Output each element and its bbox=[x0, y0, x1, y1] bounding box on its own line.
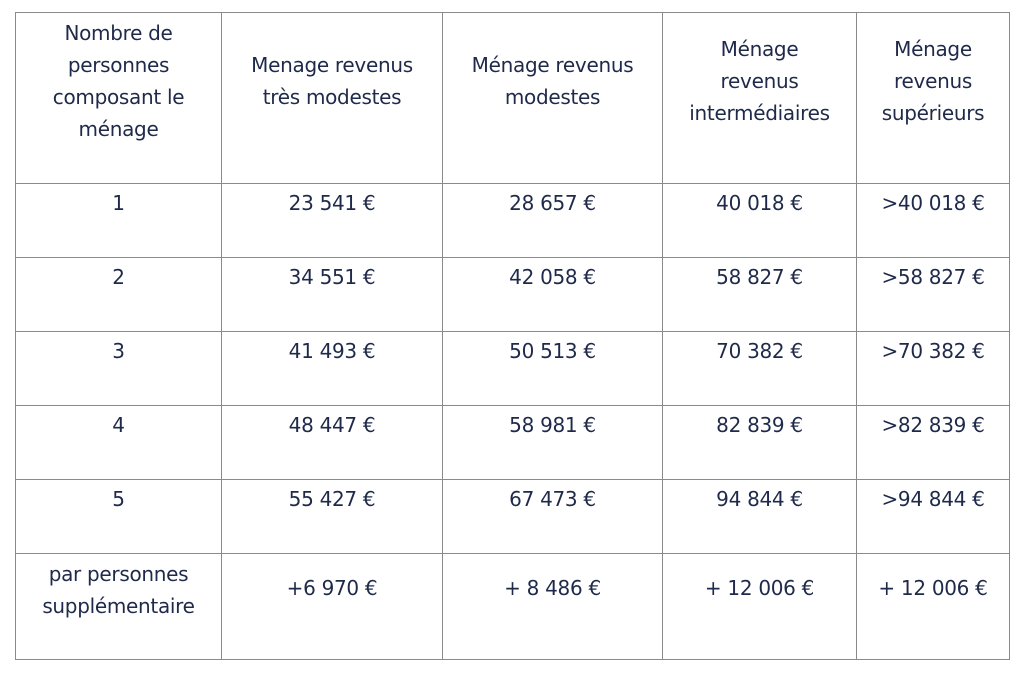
table-row: 1 23 541 € 28 657 € 40 018 € >40 018 € bbox=[15, 183, 1010, 258]
header-cell-modest: Ménage revenus modestes bbox=[442, 12, 663, 184]
cell-value: 42 058 € bbox=[509, 265, 596, 289]
income-ceilings-table: Nombre de personnes composant le ménage … bbox=[15, 12, 1010, 660]
header-cell-very-modest: Menage revenus très modestes bbox=[221, 12, 443, 184]
table-cell: 48 447 € bbox=[221, 405, 443, 480]
cell-value: + 12 006 € bbox=[878, 576, 988, 600]
table-cell: 94 844 € bbox=[662, 479, 857, 554]
table-row: 4 48 447 € 58 981 € 82 839 € >82 839 € bbox=[15, 405, 1010, 480]
header-cell-upper: Ménage revenus supérieurs bbox=[856, 12, 1010, 184]
table-cell: 55 427 € bbox=[221, 479, 443, 554]
table-cell: 34 551 € bbox=[221, 257, 443, 332]
cell-value: >58 827 € bbox=[881, 265, 985, 289]
additional-person-label-cell: par personnes supplémentaire bbox=[15, 553, 222, 660]
cell-value: 55 427 € bbox=[288, 487, 376, 511]
header-label: Ménage revenus intermédiaires bbox=[689, 37, 830, 125]
table-header-row: Nombre de personnes composant le ménage … bbox=[15, 12, 1010, 184]
table-cell: 23 541 € bbox=[221, 183, 443, 258]
cell-value: >70 382 € bbox=[881, 339, 985, 363]
cell-value: 50 513 € bbox=[509, 339, 596, 363]
table-cell: + 12 006 € bbox=[856, 553, 1010, 660]
cell-value: 34 551 € bbox=[288, 265, 376, 289]
table-cell: 40 018 € bbox=[662, 183, 857, 258]
cell-value: 40 018 € bbox=[716, 191, 803, 215]
household-size-cell: 5 bbox=[15, 479, 222, 554]
cell-value: 23 541 € bbox=[288, 191, 376, 215]
cell-value: par personnes supplémentaire bbox=[42, 562, 195, 618]
cell-value: + 8 486 € bbox=[504, 576, 601, 600]
cell-value: 58 981 € bbox=[509, 413, 596, 437]
cell-value: >40 018 € bbox=[881, 191, 985, 215]
household-size-cell: 4 bbox=[15, 405, 222, 480]
table-cell: +6 970 € bbox=[221, 553, 443, 660]
header-label: Ménage revenus modestes bbox=[471, 53, 634, 109]
table-cell: 58 827 € bbox=[662, 257, 857, 332]
cell-value: 1 bbox=[112, 191, 125, 215]
cell-value: 4 bbox=[112, 413, 125, 437]
cell-value: 28 657 € bbox=[509, 191, 596, 215]
table-cell: 70 382 € bbox=[662, 331, 857, 406]
cell-value: 48 447 € bbox=[288, 413, 376, 437]
table-cell: >58 827 € bbox=[856, 257, 1010, 332]
cell-value: 67 473 € bbox=[509, 487, 596, 511]
household-size-cell: 2 bbox=[15, 257, 222, 332]
cell-value: 58 827 € bbox=[716, 265, 803, 289]
household-size-cell: 3 bbox=[15, 331, 222, 406]
cell-value: 41 493 € bbox=[288, 339, 376, 363]
table-cell: + 12 006 € bbox=[662, 553, 857, 660]
cell-value: + 12 006 € bbox=[704, 576, 815, 600]
cell-value: >94 844 € bbox=[881, 487, 985, 511]
table-row: 5 55 427 € 67 473 € 94 844 € >94 844 € bbox=[15, 479, 1010, 554]
table-cell: >70 382 € bbox=[856, 331, 1010, 406]
cell-value: 82 839 € bbox=[716, 413, 803, 437]
table-row-additional-person: par personnes supplémentaire +6 970 € + … bbox=[15, 553, 1010, 660]
table-cell: 58 981 € bbox=[442, 405, 663, 480]
table-cell: 50 513 € bbox=[442, 331, 663, 406]
cell-value: +6 970 € bbox=[286, 576, 378, 600]
header-label: Nombre de personnes composant le ménage bbox=[52, 21, 185, 141]
cell-value: 70 382 € bbox=[716, 339, 803, 363]
table-cell: 28 657 € bbox=[442, 183, 663, 258]
header-cell-household-size: Nombre de personnes composant le ménage bbox=[15, 12, 222, 184]
table-row: 2 34 551 € 42 058 € 58 827 € >58 827 € bbox=[15, 257, 1010, 332]
cell-value: 2 bbox=[112, 265, 125, 289]
table-cell: >40 018 € bbox=[856, 183, 1010, 258]
cell-value: 5 bbox=[112, 487, 125, 511]
household-size-cell: 1 bbox=[15, 183, 222, 258]
cell-value: 94 844 € bbox=[716, 487, 803, 511]
header-cell-intermediate: Ménage revenus intermédiaires bbox=[662, 12, 857, 184]
table-cell: 67 473 € bbox=[442, 479, 663, 554]
table-cell: >82 839 € bbox=[856, 405, 1010, 480]
table-cell: 82 839 € bbox=[662, 405, 857, 480]
table-cell: >94 844 € bbox=[856, 479, 1010, 554]
table-row: 3 41 493 € 50 513 € 70 382 € >70 382 € bbox=[15, 331, 1010, 406]
table-cell: 42 058 € bbox=[442, 257, 663, 332]
table-cell: + 8 486 € bbox=[442, 553, 663, 660]
cell-value: >82 839 € bbox=[881, 413, 985, 437]
header-label: Menage revenus très modestes bbox=[251, 53, 413, 109]
table-cell: 41 493 € bbox=[221, 331, 443, 406]
header-label: Ménage revenus supérieurs bbox=[881, 37, 985, 125]
cell-value: 3 bbox=[112, 339, 125, 363]
